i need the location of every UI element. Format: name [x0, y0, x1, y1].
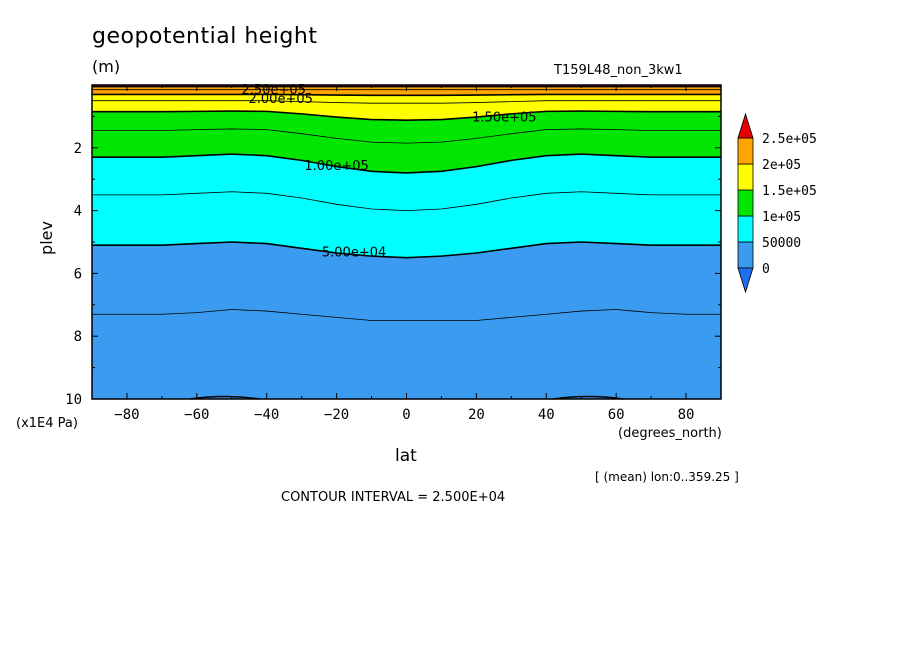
x-tick-label: −80	[114, 407, 139, 423]
x-tick-label: −60	[184, 407, 209, 423]
contour-surface-left	[189, 395, 260, 400]
contour-line-100000	[92, 153, 721, 174]
x-axis-label: lat	[395, 446, 417, 466]
contour-surface-right	[553, 395, 624, 400]
x-tick-label: 0	[402, 407, 410, 423]
contour-label-100000: 1.00e+05	[304, 159, 368, 174]
colorbar-box-1	[737, 215, 754, 243]
contour-line-150000	[92, 110, 721, 121]
run-name: T159L48_non_3kw1	[554, 63, 683, 78]
y-tick-label: 10	[65, 392, 82, 408]
colorbar-under-arrow	[737, 267, 754, 294]
colorbar-label: 1e+05	[762, 210, 801, 225]
x-tick-label: −20	[324, 407, 349, 423]
contour-line-75000	[92, 191, 721, 212]
x-tick-label: −40	[254, 407, 279, 423]
contour-interval: CONTOUR INTERVAL = 2.500E+04	[281, 490, 506, 505]
colorbar-label: 2e+05	[762, 158, 801, 173]
x-tick-label: 80	[678, 407, 695, 423]
contour-label-200000: 2.00e+05	[249, 92, 313, 107]
y-axis-units: (x1E4 Pa)	[16, 416, 78, 431]
x-axis-units: (degrees_north)	[618, 426, 722, 441]
contour-label-150000: 1.50e+05	[472, 110, 536, 125]
chart-title: geopotential height	[92, 24, 318, 49]
contour-label-50000: 5.00e+04	[322, 245, 386, 260]
colorbar-label: 50000	[762, 236, 801, 251]
colorbar-box-2	[737, 189, 754, 217]
contour-line-175000	[92, 100, 721, 104]
colorbar-box-4	[737, 137, 754, 165]
y-tick-label: 6	[74, 266, 82, 282]
colorbar-over-arrow	[737, 112, 754, 139]
contour-label-250000: 2.50e+05	[242, 83, 306, 98]
colorbar-label: 1.5e+05	[762, 184, 817, 199]
y-tick-label: 8	[74, 329, 82, 345]
contour-line-25000	[92, 309, 721, 321]
y-tick-label: 4	[74, 204, 82, 220]
x-tick-label: 20	[468, 407, 485, 423]
y-tick-label: 2	[74, 141, 82, 157]
fill-band-2	[92, 111, 721, 173]
x-tick-label: 40	[538, 407, 555, 423]
colorbar-label: 0	[762, 262, 770, 277]
colorbar-box-3	[737, 163, 754, 191]
x-tick-label: 60	[608, 407, 625, 423]
colorbar-label: 2.5e+05	[762, 132, 817, 147]
fill-band-1	[92, 154, 721, 258]
contour-line-200000	[92, 93, 721, 97]
contour-line-125000	[92, 128, 721, 144]
mean-note: [ (mean) lon:0..359.25 ]	[595, 470, 739, 484]
colorbar-box-0	[737, 241, 754, 269]
contour-line-50000	[92, 241, 721, 259]
chart-units: (m)	[92, 57, 121, 76]
